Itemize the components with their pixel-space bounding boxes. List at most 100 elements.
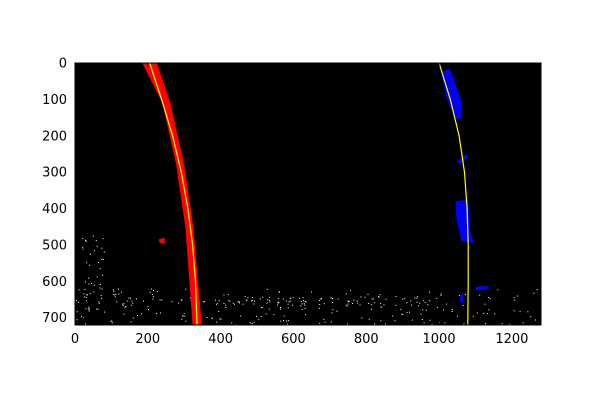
noise-pixel	[88, 309, 90, 311]
noise-pixel	[427, 304, 429, 306]
noise-pixel	[98, 301, 100, 303]
noise-pixel	[374, 302, 376, 304]
noise-pixel	[422, 309, 424, 311]
noise-pixel	[259, 298, 261, 300]
noise-pixel	[132, 302, 134, 304]
noise-pixel	[185, 320, 187, 322]
noise-pixel	[319, 322, 321, 324]
noise-pixel	[114, 294, 116, 296]
noise-pixel	[111, 322, 113, 324]
noise-pixel	[321, 298, 322, 300]
noise-pixel	[394, 320, 396, 322]
noise-pixel	[488, 296, 490, 298]
noise-pixel	[89, 293, 91, 295]
noise-pixel	[82, 238, 84, 240]
noise-pixel	[95, 240, 97, 241]
noise-pixel	[219, 318, 221, 320]
noise-pixel	[206, 317, 208, 318]
noise-pixel	[530, 316, 532, 318]
noise-pixel	[99, 268, 101, 270]
noise-pixel	[84, 296, 86, 298]
noise-pixel	[301, 303, 303, 305]
noise-pixel	[287, 303, 289, 305]
noise-pixel	[457, 315, 458, 317]
noise-pixel	[411, 319, 413, 321]
x-tick-label: 400	[208, 332, 233, 347]
noise-pixel	[225, 304, 227, 306]
noise-pixel	[247, 297, 249, 299]
noise-pixel	[323, 303, 325, 305]
noise-pixel	[240, 315, 242, 317]
noise-pixel	[402, 298, 404, 300]
noise-pixel	[378, 296, 380, 298]
noise-pixel	[237, 301, 239, 303]
noise-pixel	[156, 291, 158, 293]
noise-pixel	[76, 319, 78, 321]
noise-pixel	[149, 292, 151, 294]
noise-pixel	[282, 298, 284, 300]
noise-pixel	[406, 302, 408, 304]
noise-pixel	[280, 320, 282, 322]
y-tick-label: 0	[59, 57, 67, 72]
noise-pixel	[277, 302, 279, 304]
noise-pixel	[116, 301, 118, 303]
noise-pixel	[283, 320, 284, 321]
noise-pixel	[102, 238, 104, 240]
noise-pixel	[118, 288, 119, 290]
noise-pixel	[143, 300, 144, 302]
right-fit-line	[438, 62, 469, 326]
noise-pixel	[96, 276, 98, 278]
noise-pixel	[371, 298, 373, 300]
x-tick-label: 800	[354, 332, 379, 347]
noise-pixel	[245, 300, 247, 302]
noise-pixel	[121, 291, 122, 293]
noise-pixel	[183, 313, 185, 315]
noise-pixel	[278, 298, 280, 300]
noise-pixel	[151, 288, 153, 290]
noise-pixel	[458, 295, 460, 297]
noise-pixel	[519, 310, 521, 312]
noise-pixel	[323, 318, 325, 320]
noise-pixel	[486, 313, 488, 315]
noise-pixel	[285, 300, 287, 302]
noise-pixel	[324, 321, 326, 323]
x-tick-label: 0	[71, 332, 79, 347]
noise-pixel	[516, 295, 518, 297]
noise-pixel	[268, 299, 270, 301]
noise-pixel	[261, 306, 263, 308]
noise-pixel	[319, 300, 320, 302]
noise-pixel	[251, 323, 253, 324]
noise-pixel	[357, 302, 359, 304]
noise-pixel	[216, 304, 218, 306]
noise-pixel	[286, 320, 287, 322]
noise-pixel	[319, 298, 321, 300]
image-plot-area	[74, 62, 542, 326]
noise-pixel	[411, 304, 412, 306]
noise-pixel	[111, 320, 113, 322]
noise-pixel	[124, 306, 126, 308]
noise-pixel	[171, 301, 173, 303]
noise-pixel	[123, 303, 125, 305]
left-lane-pixels	[158, 237, 165, 244]
noise-pixel	[446, 303, 448, 305]
noise-pixel	[78, 289, 80, 291]
noise-pixel	[113, 291, 115, 293]
noise-pixel	[180, 299, 182, 301]
noise-pixel	[287, 320, 289, 322]
noise-pixel	[266, 288, 268, 290]
noise-pixel	[484, 303, 486, 305]
noise-pixel	[451, 309, 453, 310]
y-tick-label: 100	[42, 93, 67, 108]
noise-pixel	[185, 288, 187, 290]
noise-pixel	[416, 297, 418, 299]
noise-pixel	[380, 306, 382, 308]
noise-pixel	[267, 299, 269, 301]
noise-pixel	[279, 291, 280, 293]
noise-pixel	[533, 292, 535, 294]
noise-pixel	[289, 297, 291, 299]
noise-pixel	[380, 303, 382, 305]
noise-pixel	[96, 308, 98, 310]
noise-pixel	[101, 298, 103, 299]
noise-pixel	[304, 304, 306, 306]
noise-pixel	[347, 300, 349, 302]
